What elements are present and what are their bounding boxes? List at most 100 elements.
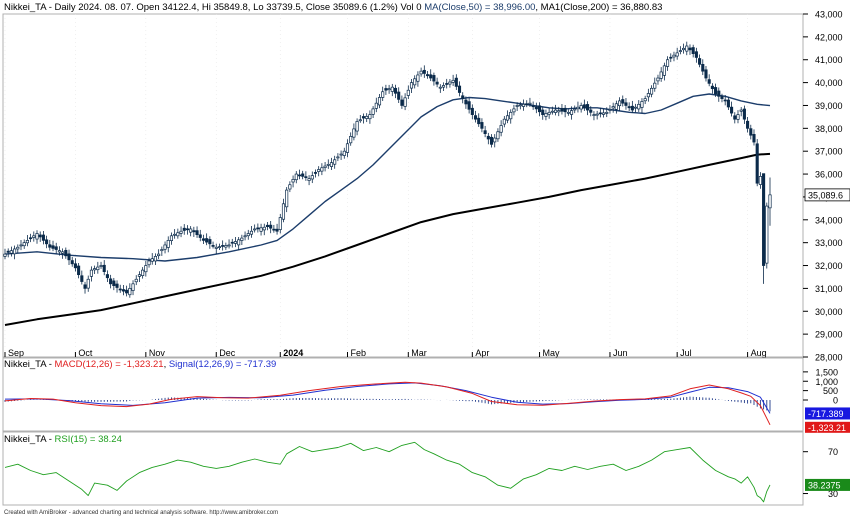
candle-down [41,234,45,241]
candle-up [333,159,337,165]
x-tick-label: Mar [411,348,427,358]
candle-up [163,244,167,250]
candle-down [701,64,705,72]
candle-down [422,69,426,74]
x-tick-label: Jun [613,348,628,358]
candle-up [137,274,141,277]
price-pane [2,13,804,358]
candle-down [717,90,721,97]
candle-up [416,74,420,82]
macd-tick-label: 1,000 [815,377,838,387]
candle-down [105,274,109,279]
candle-up [605,111,609,114]
candle-down [77,265,81,276]
macd-header: Nikkei_TA - MACD(12,26) = -1,323.21, Sig… [4,359,276,370]
candle-up [637,103,641,110]
candle-up [518,104,522,107]
macd-legend: MACD(12,26) = -1,323.21 [55,359,164,370]
price-y-axis: 43,000 42,000 41,000 40,000 39,000 38,000 37,0… [803,10,843,363]
candle-up [307,178,311,181]
candle-up [86,278,90,289]
price-tick-label: 32,000 [815,261,843,271]
candle-up [595,113,599,116]
x-tick-label: May [543,348,561,358]
candle-down [435,81,439,85]
candle-down [486,135,490,140]
candle-up [179,230,183,234]
candle-down [64,249,68,257]
candle-up [650,87,654,95]
candle-up [374,102,378,109]
candle-up [326,163,330,166]
price-header-symbol: Nikkei_TA [4,2,47,13]
macd-pane [2,357,804,432]
close-price-tag-label: 35,089.6 [808,190,843,200]
price-tick-label: 41,000 [815,55,843,65]
candle-up [22,242,26,247]
price-tick-label: 28,000 [815,353,843,363]
candle-down [698,58,702,65]
candle-down [621,99,625,104]
candle-down [221,245,225,247]
candle-down [470,107,474,115]
candle-up [176,232,180,237]
candle-down [762,173,766,266]
candle-down [489,136,494,145]
candle-up [173,233,177,236]
candle-down [457,85,462,93]
candle-up [214,246,218,249]
candle-up [189,228,193,233]
candle-up [387,88,391,91]
candle-up [505,115,510,121]
x-tick-label: Nov [149,348,166,358]
candle-down [38,234,42,238]
candle-up [502,118,506,125]
rsi-tick-label: 70 [828,447,838,457]
candle-up [659,71,663,79]
candle-up [678,50,682,52]
candle-up [544,113,548,117]
candle-up [592,114,596,116]
candle-up [614,103,618,110]
candle-up [618,100,622,107]
candle-down [710,85,714,90]
candle-up [61,251,65,254]
candle-up [579,105,583,110]
macd-line [4,381,771,426]
candle-down [400,99,404,106]
candle-up [317,169,321,172]
ma50-legend: MA(Close,50) = 38,996.00 [424,2,535,13]
candle-down [121,289,125,292]
candle-down [755,143,759,184]
candle-down [275,228,279,232]
candle-down [742,108,746,120]
price-tick-label: 31,000 [815,284,843,294]
candle-down [48,244,52,248]
candle-up [355,121,359,132]
candle-up [147,260,151,266]
macd-header-comma: , [164,359,169,370]
candle-up [131,283,135,291]
candle-up [153,256,157,262]
candle-down [205,238,209,243]
candle-up [409,82,414,89]
price-tick-label: 40,000 [815,78,843,88]
candle-down [723,99,727,102]
candle-down [425,74,430,77]
candle-down [525,103,529,106]
candle-up [320,167,324,172]
candle-down [730,106,734,114]
candle-down [429,74,433,79]
candle-up [352,128,356,138]
candle-down [272,228,276,231]
candle-up [528,102,532,105]
candle-down [361,116,366,119]
candle-down [714,87,718,95]
ma50-layer [4,93,771,262]
candle-up [349,135,353,144]
candle-up [224,245,228,248]
candles-layer [3,41,772,298]
candle-down [51,245,55,249]
